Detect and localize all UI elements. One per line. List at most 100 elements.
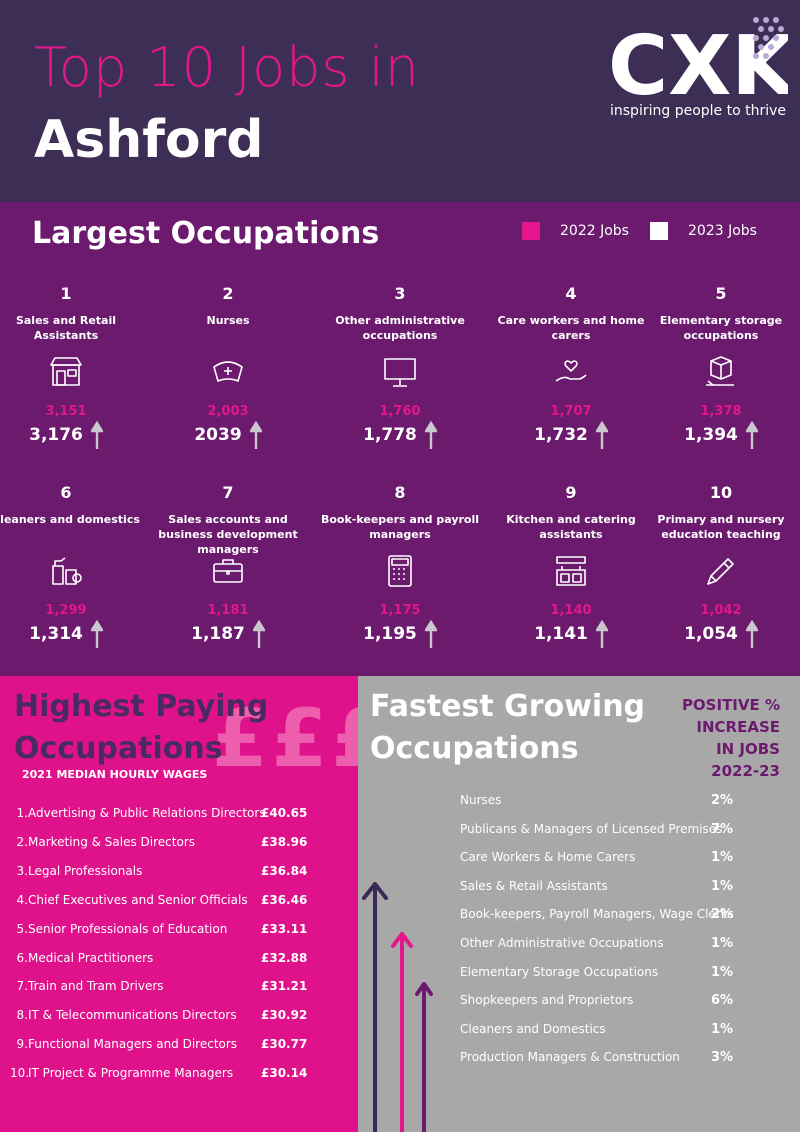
growth-row: Other Administrative Occupations 1% xyxy=(460,936,790,956)
growth-percent: 3% xyxy=(711,1050,734,1066)
jobs-2022-value: 1,140 xyxy=(550,603,592,618)
jobs-2022-value: 1,707 xyxy=(550,404,592,419)
jobs-2023-value: 2039 xyxy=(194,425,242,445)
legend-label-2023: 2023 Jobs xyxy=(688,223,757,239)
occupation-card: 8 Book-keepers and payroll managers 1,175 1… xyxy=(320,483,480,648)
growth-arrows-icon xyxy=(362,882,433,1132)
package-icon xyxy=(706,356,734,386)
wage-occupation: Chief Executives and Senior Officials xyxy=(28,892,248,907)
occupation-card: 6 Cleaners and domestics 1,299 1,314 xyxy=(0,483,146,648)
legend-swatch-2022 xyxy=(522,222,540,240)
positive-increase-label: POSITIVE % INCREASE IN JOBS 2022-23 xyxy=(682,694,780,782)
wage-value: £36.46 xyxy=(261,892,308,907)
wage-row: 4. Chief Executives and Senior Officials £… xyxy=(0,893,358,915)
wage-row: 10. IT Project & Programme Managers £30.14 xyxy=(0,1066,358,1088)
jobs-2022-value: 3,151 xyxy=(45,404,87,419)
jobs-2023-value: 1,778 xyxy=(363,425,417,445)
occupation-card: 3 Other administrative occupations 1,760 1,… xyxy=(320,284,480,449)
wage-rank: 1. xyxy=(16,806,28,820)
occupation-name: Sales accounts and business development … xyxy=(158,513,298,556)
section-title: Highest Paying Occupations xyxy=(14,686,268,770)
jobs-2022-value: 1,181 xyxy=(207,603,249,618)
growth-occupation: Cleaners and Domestics xyxy=(460,1021,606,1036)
occupation-name: Elementary storage occupations xyxy=(659,314,783,342)
up-arrow-icon xyxy=(249,421,262,449)
wage-value: £31.21 xyxy=(261,979,308,994)
wage-occupation: Marketing & Sales Directors xyxy=(28,834,196,849)
largest-occupations-section: Largest Occupations 2022 Jobs 2023 Jobs … xyxy=(0,202,800,676)
growth-row: Nurses 2% xyxy=(460,793,790,813)
jobs-2022-value: 1,378 xyxy=(700,404,742,419)
growth-occupation: Nurses xyxy=(460,793,502,807)
pencil-icon xyxy=(707,558,734,585)
occupation-name: Book-keepers and payroll managers xyxy=(320,513,480,541)
wage-value: £33.11 xyxy=(261,921,308,936)
occupation-card: 1 Sales and Retail Assistants 3,151 3,176 xyxy=(0,284,146,449)
wage-occupation: Medical Practitioners xyxy=(28,950,154,965)
wage-rank: 10. xyxy=(10,1066,30,1081)
growth-occupation: Elementary Storage Occupations xyxy=(460,964,659,979)
title-line-2: Occupations xyxy=(14,731,223,766)
occupation-rank: 5 xyxy=(715,284,727,303)
up-arrow-icon xyxy=(90,620,103,648)
occupation-rank: 8 xyxy=(394,483,406,502)
wage-occupation: IT & Telecommunications Directors xyxy=(28,1008,237,1023)
pound-signs: £££ xyxy=(212,692,391,785)
occupation-rank: 2 xyxy=(222,284,234,303)
cxk-logo: CXK xyxy=(608,17,788,114)
jobs-2023-value: 1,195 xyxy=(363,624,417,644)
jobs-2023-value: 1,141 xyxy=(534,624,588,644)
occupation-rank: 9 xyxy=(565,483,577,502)
growth-occupation: Shopkeepers and Proprietors xyxy=(460,993,634,1008)
growth-row: Care Workers & Home Carers 1% xyxy=(460,850,790,870)
occupation-name: Nurses xyxy=(206,314,250,327)
wage-rank: 7. xyxy=(16,979,28,994)
cleaning-supplies-icon xyxy=(52,557,82,585)
wage-rank: 4. xyxy=(16,892,28,907)
growth-occupation: Book-keepers, Payroll Managers, Wage Cle… xyxy=(460,907,734,922)
title-line-1: Fastest Growing xyxy=(370,689,646,724)
occupation-name: Care workers and home carers xyxy=(497,314,645,342)
occupation-name: Other administrative occupations xyxy=(335,314,465,342)
positive-line-4: 2022-23 xyxy=(711,762,780,780)
occupation-rank: 1 xyxy=(60,284,72,303)
growth-row: Elementary Storage Occupations 1% xyxy=(460,965,790,985)
growth-row: Publicans & Managers of Licensed Premise… xyxy=(460,822,790,842)
up-arrow-icon xyxy=(424,421,437,449)
wage-occupation: IT Project & Programme Managers xyxy=(28,1066,234,1081)
growth-occupation: Care Workers & Home Carers xyxy=(460,850,636,865)
wage-occupation: Functional Managers and Directors xyxy=(28,1037,238,1052)
jobs-2022-value: 1,042 xyxy=(700,603,742,618)
growth-percent: 7% xyxy=(711,821,734,837)
caring-hands-icon xyxy=(555,360,587,382)
section-title: Largest Occupations xyxy=(32,216,380,251)
calculator-icon xyxy=(388,555,412,587)
title-line-1: Highest Paying xyxy=(14,689,269,724)
occupation-name: Cleaners and domestics xyxy=(0,513,140,526)
growth-row: Cleaners and Domestics 1% xyxy=(460,1022,790,1042)
logo-tagline: inspiring people to thrive xyxy=(610,103,787,119)
logo-text: CXK xyxy=(608,19,788,114)
shop-icon xyxy=(50,357,82,386)
header: Top 10 Jobs in Ashford CXK inspiring peo… xyxy=(0,0,800,202)
occupation-rank: 7 xyxy=(222,483,234,502)
wage-row: 1. Advertising & Public Relations Directo… xyxy=(0,806,358,828)
legend-item-2022: 2022 Jobs xyxy=(522,222,629,240)
positive-line-3: IN JOBS xyxy=(716,740,780,758)
wage-value: £32.88 xyxy=(261,950,308,965)
wage-occupation: Advertising & Public Relations Directors xyxy=(28,806,266,820)
wage-value: £30.14 xyxy=(261,1066,308,1081)
jobs-2022-value: 2,003 xyxy=(207,404,249,419)
growth-row: Sales & Retail Assistants 1% xyxy=(460,879,790,899)
wage-occupation: Senior Professionals of Education xyxy=(28,921,228,936)
growth-percent: 2% xyxy=(711,907,734,923)
briefcase-icon xyxy=(213,559,243,583)
wage-row: 2. Marketing & Sales Directors £38.96 xyxy=(0,835,358,857)
jobs-2023-value: 3,176 xyxy=(29,425,83,445)
wage-rank: 5. xyxy=(16,921,28,936)
wage-row: 7. Train and Tram Drivers £31.21 xyxy=(0,979,358,1001)
growth-row: Book-keepers, Payroll Managers, Wage Cle… xyxy=(460,907,790,927)
wage-row: 6. Medical Practitioners £32.88 xyxy=(0,951,358,973)
growth-occupation: Production Managers & Construction xyxy=(460,1050,680,1065)
occupation-name: Kitchen and catering assistants xyxy=(506,513,636,541)
